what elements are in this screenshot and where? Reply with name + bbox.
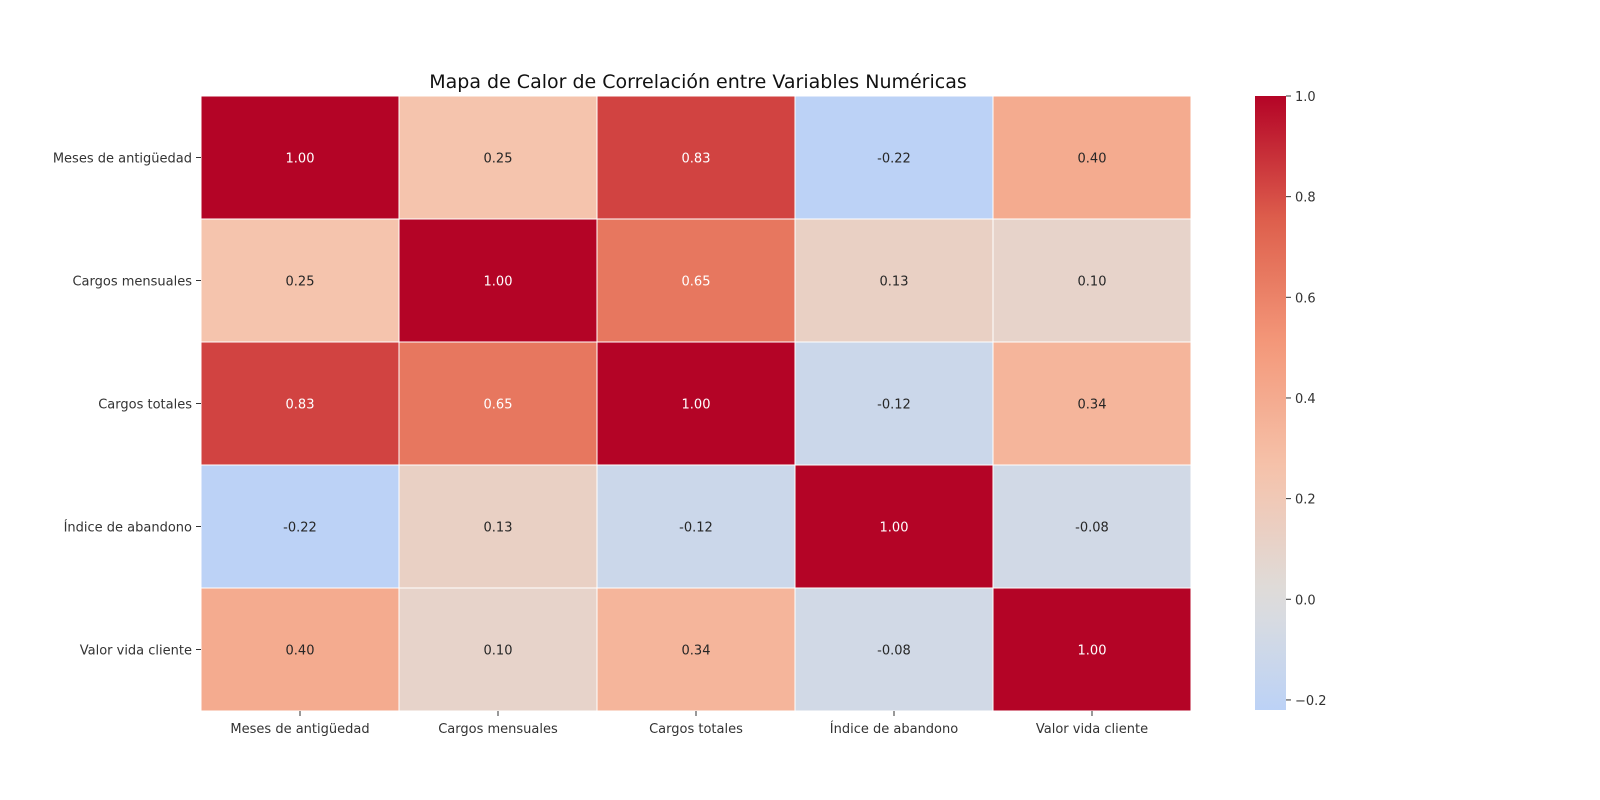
heatmap-cell	[596, 218, 796, 343]
cell-value-label: 0.40	[1078, 152, 1107, 167]
cell-value-label: 1.00	[484, 275, 513, 290]
x-tick-label: Cargos totales	[649, 722, 743, 737]
heatmap-cell	[200, 95, 400, 220]
heatmap-cell	[200, 218, 400, 343]
cell-value-label: 0.10	[484, 644, 513, 659]
heatmap-cell	[398, 464, 598, 589]
cell-value-label: 0.13	[484, 521, 513, 536]
heatmap-cell	[398, 341, 598, 466]
cell-value-label: 0.65	[484, 398, 513, 413]
colorbar-tick-label: −0.2	[1295, 694, 1327, 709]
cell-value-label: -0.22	[283, 521, 317, 536]
colorbar-tick-label: 0.4	[1295, 392, 1316, 407]
x-tick-label: Meses de antigüedad	[230, 722, 369, 737]
colorbar-tick-label: 0.8	[1295, 191, 1316, 206]
cell-value-label: 0.10	[1078, 275, 1107, 290]
colorbar-tick-label: 0.2	[1295, 493, 1316, 508]
heatmap-cell	[794, 341, 994, 466]
cell-value-label: -0.12	[877, 398, 911, 413]
colorbar: −0.2 0.0 0.2 0.4 0.6 0.8 1.0	[1255, 90, 1327, 710]
y-tick-label: Meses de antigüedad	[53, 152, 192, 167]
cell-value-label: 1.00	[880, 521, 909, 536]
heatmap-cell	[398, 95, 598, 220]
cell-value-label: 0.34	[682, 644, 711, 659]
heatmap-cell	[992, 464, 1192, 589]
cell-value-label: 0.65	[682, 275, 711, 290]
heatmap-cell	[794, 464, 994, 589]
x-tick-label: Cargos mensuales	[438, 722, 558, 737]
heatmap-cell	[596, 587, 796, 712]
heatmap-cell	[992, 341, 1192, 466]
colorbar-tick-label: 1.0	[1295, 90, 1316, 105]
heatmap-cell	[596, 95, 796, 220]
heatmap-cell	[200, 587, 400, 712]
heatmap-cell	[398, 587, 598, 712]
heatmap-cell	[992, 587, 1192, 712]
x-tick-label: Valor vida cliente	[1036, 722, 1148, 737]
y-tick-label: Cargos totales	[98, 398, 192, 413]
cell-value-label: 0.40	[286, 644, 315, 659]
cell-value-label: 0.25	[286, 275, 315, 290]
y-tick-label: Valor vida cliente	[80, 644, 192, 659]
cell-value-label: -0.22	[877, 152, 911, 167]
heatmap-cell	[398, 218, 598, 343]
cell-value-label: 1.00	[682, 398, 711, 413]
colorbar-gradient	[1255, 96, 1286, 710]
cell-value-label: -0.08	[1075, 521, 1109, 536]
y-axis-tick-labels: Meses de antigüedad Cargos mensuales Cargo…	[53, 152, 201, 659]
heatmap-cell	[992, 218, 1192, 343]
x-axis-tick-labels: Meses de antigüedad Cargos mensuales Cargo…	[230, 711, 1148, 737]
colorbar-tick-label: 0.0	[1295, 593, 1316, 608]
heatmap-cells: 1.00 0.25 0.83 -0.22 0.40 0.25 1.00 0.65 0.13 0.1…	[200, 95, 1192, 712]
cell-value-label: 0.83	[286, 398, 315, 413]
x-tick-label: Índice de abandono	[830, 721, 958, 737]
cell-value-label: 0.34	[1078, 398, 1107, 413]
heatmap-cell	[992, 95, 1192, 220]
cell-value-label: 1.00	[1078, 644, 1107, 659]
cell-value-label: -0.08	[877, 644, 911, 659]
heatmap-cell	[596, 341, 796, 466]
cell-value-label: 0.13	[880, 275, 909, 290]
cell-value-label: 0.83	[682, 152, 711, 167]
y-tick-label: Índice de abandono	[64, 520, 192, 536]
y-tick-label: Cargos mensuales	[72, 275, 192, 290]
chart-title: Mapa de Calor de Correlación entre Varia…	[429, 71, 967, 93]
cell-value-label: 1.00	[286, 152, 315, 167]
colorbar-tick-label: 0.6	[1295, 291, 1316, 306]
cell-value-label: -0.12	[679, 521, 713, 536]
heatmap-cell	[794, 95, 994, 220]
cell-value-label: 0.25	[484, 152, 513, 167]
heatmap-cell	[596, 464, 796, 589]
